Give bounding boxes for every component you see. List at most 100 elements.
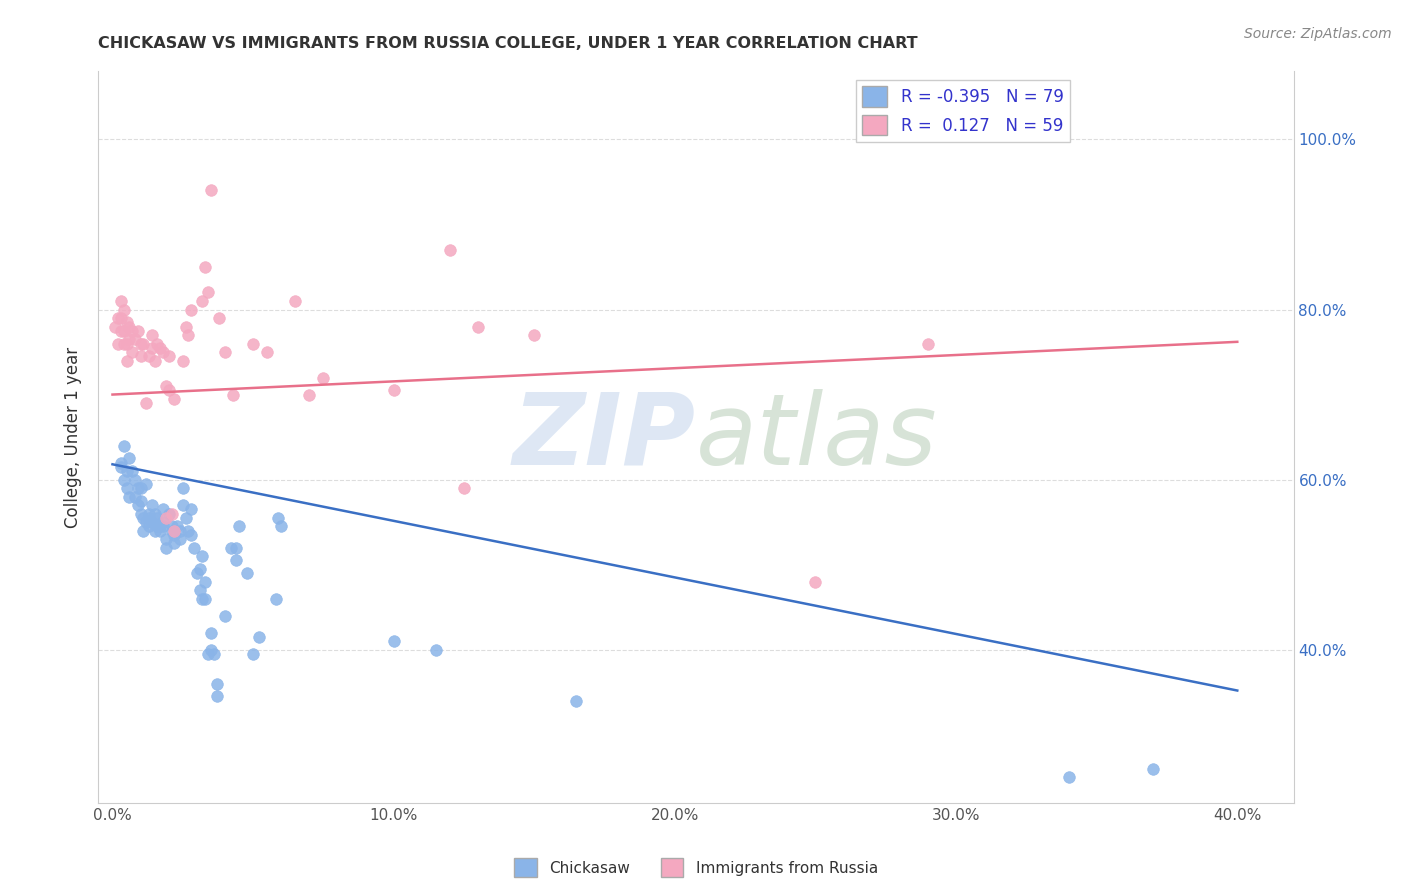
Point (1142, 762, 1164, 776)
Point (149, 341, 172, 355)
Point (163, 524, 186, 538)
Point (169, 524, 191, 538)
Point (124, 490, 146, 504)
Point (194, 591, 217, 606)
Point (112, 302, 135, 317)
Point (118, 490, 141, 504)
Point (205, 677, 228, 691)
Point (197, 285, 219, 300)
Point (157, 349, 180, 363)
Text: Source: ZipAtlas.com: Source: ZipAtlas.com (1244, 27, 1392, 41)
Y-axis label: College, Under 1 year: College, Under 1 year (65, 346, 83, 528)
Point (152, 502, 174, 516)
Point (110, 311, 132, 326)
Point (194, 574, 217, 589)
Point (132, 336, 155, 351)
Point (270, 519, 292, 533)
Point (132, 511, 155, 525)
Point (163, 392, 186, 406)
Point (172, 481, 194, 495)
Point (141, 498, 163, 512)
Point (523, 328, 546, 343)
Point (208, 311, 231, 326)
Point (225, 553, 247, 567)
Point (219, 541, 242, 555)
Point (110, 459, 132, 474)
Point (115, 353, 138, 368)
Point (256, 345, 278, 359)
Point (138, 511, 160, 525)
Point (141, 341, 163, 355)
Text: CHICKASAW VS IMMIGRANTS FROM RUSSIA COLLEGE, UNDER 1 YEAR CORRELATION CHART: CHICKASAW VS IMMIGRANTS FROM RUSSIA COLL… (98, 36, 918, 51)
Point (160, 507, 183, 521)
Point (127, 324, 149, 338)
Point (565, 694, 588, 708)
Point (127, 481, 149, 495)
Point (298, 387, 321, 401)
Point (382, 384, 405, 398)
Point (121, 345, 143, 359)
Point (163, 536, 186, 550)
Point (804, 574, 827, 589)
Point (382, 634, 405, 648)
Point (104, 319, 127, 334)
Point (183, 541, 205, 555)
Point (107, 336, 129, 351)
Point (146, 519, 169, 533)
Point (124, 473, 146, 487)
Point (146, 336, 169, 351)
Point (115, 315, 138, 329)
Point (138, 349, 160, 363)
Point (177, 328, 200, 343)
Point (143, 507, 166, 521)
Point (143, 353, 166, 368)
Point (115, 336, 138, 351)
Point (149, 519, 172, 533)
Point (152, 519, 174, 533)
Point (135, 515, 157, 529)
Point (160, 524, 183, 538)
Point (1057, 770, 1080, 784)
Point (172, 353, 194, 368)
Point (194, 260, 217, 274)
Point (112, 336, 135, 351)
Point (155, 541, 177, 555)
Point (166, 519, 188, 533)
Point (129, 494, 152, 508)
Point (467, 319, 489, 334)
Point (129, 349, 152, 363)
Point (202, 647, 225, 661)
Legend: Chickasaw, Immigrants from Russia: Chickasaw, Immigrants from Russia (508, 852, 884, 883)
Point (191, 591, 214, 606)
Point (174, 319, 197, 334)
Point (163, 528, 186, 542)
Point (312, 370, 335, 384)
Point (132, 524, 155, 538)
Point (118, 451, 141, 466)
Point (149, 524, 172, 538)
Point (118, 319, 141, 334)
Point (439, 243, 461, 257)
Point (124, 332, 146, 346)
Point (155, 379, 177, 393)
Point (135, 396, 157, 410)
Point (152, 515, 174, 529)
Point (146, 511, 169, 525)
Point (228, 519, 250, 533)
Point (155, 511, 177, 525)
Point (115, 481, 138, 495)
Point (141, 515, 163, 529)
Point (284, 293, 307, 308)
Point (112, 473, 135, 487)
Point (200, 642, 222, 657)
Point (453, 481, 475, 495)
Point (917, 336, 939, 351)
Point (200, 625, 222, 640)
Point (129, 481, 152, 495)
Point (180, 502, 202, 516)
Point (152, 345, 174, 359)
Point (129, 507, 152, 521)
Point (157, 384, 180, 398)
Point (127, 498, 149, 512)
Point (143, 524, 166, 538)
